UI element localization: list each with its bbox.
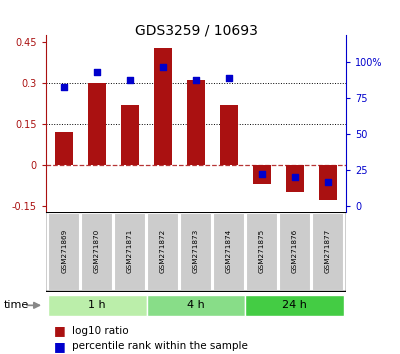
FancyBboxPatch shape	[279, 213, 311, 291]
Point	[94, 70, 100, 75]
Text: 1 h: 1 h	[88, 300, 106, 310]
FancyBboxPatch shape	[147, 213, 179, 291]
Bar	[88, 83, 106, 165]
Point	[193, 77, 199, 82]
Bar	[220, 105, 238, 165]
FancyBboxPatch shape	[146, 295, 246, 316]
Bar	[319, 165, 337, 200]
Text: GSM271877: GSM271877	[325, 229, 331, 273]
Text: 24 h: 24 h	[282, 300, 307, 310]
FancyBboxPatch shape	[246, 213, 278, 291]
Text: GSM271870: GSM271870	[94, 229, 100, 273]
Point	[325, 179, 331, 184]
Text: time: time	[4, 300, 29, 310]
FancyBboxPatch shape	[180, 213, 212, 291]
Text: GSM271869: GSM271869	[61, 229, 67, 273]
FancyBboxPatch shape	[81, 213, 113, 291]
Bar	[187, 80, 205, 165]
Bar	[55, 132, 73, 165]
Text: GSM271872: GSM271872	[160, 229, 166, 273]
Point	[127, 77, 133, 82]
Text: GSM271873: GSM271873	[193, 229, 199, 273]
Bar	[121, 105, 139, 165]
Bar	[154, 48, 172, 165]
FancyBboxPatch shape	[48, 213, 80, 291]
Point	[292, 175, 298, 180]
Text: GDS3259 / 10693: GDS3259 / 10693	[134, 23, 258, 37]
Bar	[286, 165, 304, 192]
Text: 4 h: 4 h	[187, 300, 205, 310]
Text: percentile rank within the sample: percentile rank within the sample	[72, 341, 248, 351]
FancyBboxPatch shape	[312, 213, 344, 291]
Text: GSM271871: GSM271871	[127, 229, 133, 273]
Text: GSM271876: GSM271876	[292, 229, 298, 273]
Text: GSM271874: GSM271874	[226, 229, 232, 273]
Point	[160, 64, 166, 69]
FancyBboxPatch shape	[48, 295, 146, 316]
Point	[226, 75, 232, 81]
FancyBboxPatch shape	[114, 213, 146, 291]
FancyBboxPatch shape	[246, 295, 344, 316]
Point	[61, 84, 67, 90]
Text: ■: ■	[54, 325, 66, 337]
FancyBboxPatch shape	[213, 213, 245, 291]
Text: ■: ■	[54, 340, 66, 353]
Text: GSM271875: GSM271875	[259, 229, 265, 273]
Point	[259, 172, 265, 177]
Bar	[253, 165, 271, 184]
Text: log10 ratio: log10 ratio	[72, 326, 129, 336]
